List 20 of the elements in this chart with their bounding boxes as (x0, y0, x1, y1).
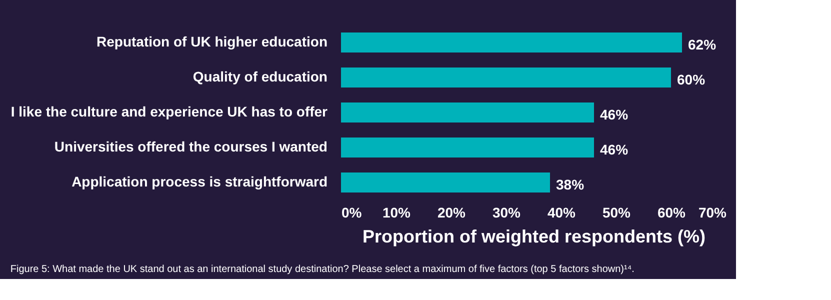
x-tick-label: 50% (602, 204, 632, 220)
data-label: 62% (688, 36, 717, 52)
x-tick-label: 40% (547, 204, 576, 220)
data-label: 38% (556, 176, 585, 192)
caption: Figure 5: What made the UK stand out as an international study destination? Please select a maximum of five factors (top 5 factors shown)¹⁴. (10, 264, 634, 275)
x-axis-title: Proportion of weighted respondents (%) (362, 226, 706, 246)
x-tick-label: 20% (437, 204, 466, 220)
data-label: 46% (600, 106, 629, 122)
data-label: 46% (600, 142, 629, 158)
x-tick-label: 10% (382, 204, 412, 220)
y-tick-label: Quality of education (192, 68, 328, 84)
y-tick-label: Universities offered the courses I wanted (54, 138, 328, 154)
y-tick-label: I like the culture and experience UK has to offer (10, 104, 328, 120)
data-label: 60% (677, 72, 706, 88)
x-tick-label: 60% (657, 204, 686, 220)
x-tick-label: 70% (698, 204, 728, 220)
x-tick-label: 30% (492, 204, 522, 220)
x-tick-label: 0% (342, 204, 362, 220)
y-tick-label: Application process is straightforward (72, 174, 328, 190)
y-tick-label: Reputation of UK higher education (96, 34, 328, 50)
